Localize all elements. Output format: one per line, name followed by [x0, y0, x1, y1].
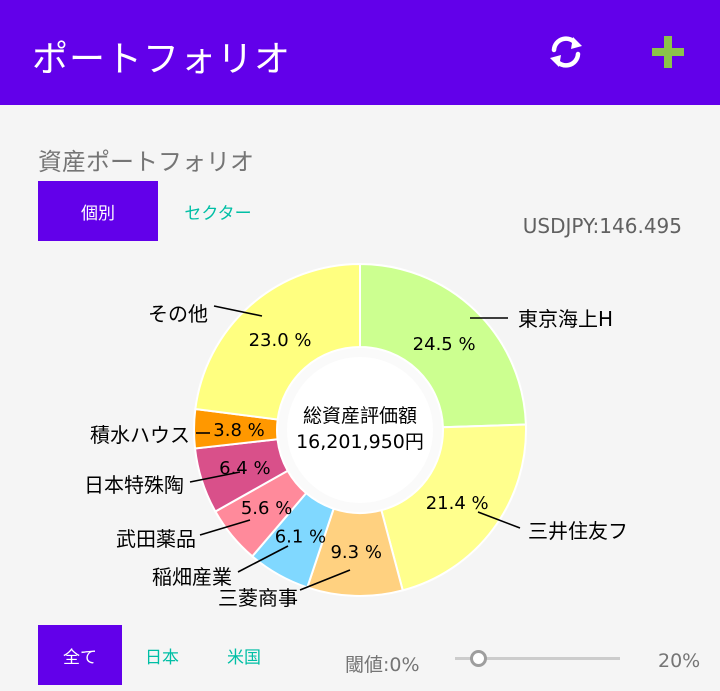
threshold-slider-thumb[interactable]: [470, 650, 487, 667]
slice-name-label: 稲畑産業: [152, 565, 232, 589]
slice-name-label: 三菱商事: [218, 586, 298, 610]
fx-rate: USDJPY:146.495: [522, 214, 682, 238]
slice-name-label: 三井住友フ: [528, 519, 628, 543]
pie-slice[interactable]: [380, 423, 527, 592]
threshold-slider-track[interactable]: [455, 657, 620, 660]
slice-value-label: 24.5 %: [413, 334, 476, 355]
slice-value-label: 9.3 %: [330, 542, 381, 563]
portfolio-donut-chart[interactable]: 総資産評価額 16,201,950円 24.5 % 東京海上H 21.4 % 三井住友…: [0, 250, 720, 610]
refresh-icon[interactable]: [546, 32, 586, 72]
filter-all[interactable]: 全て: [38, 625, 122, 685]
filter-japan[interactable]: 日本: [145, 647, 179, 668]
center-label: 総資産評価額: [303, 405, 417, 427]
tab-sector[interactable]: セクター: [184, 203, 252, 224]
slice-name-label: 積水ハウス: [90, 423, 190, 447]
leader-line: [213, 305, 263, 317]
section-title: 資産ポートフォリオ: [38, 148, 254, 176]
filter-us[interactable]: 米国: [227, 647, 261, 668]
threshold-max-label: 20%: [658, 650, 701, 672]
slice-value-label: 23.0 %: [249, 330, 312, 351]
slice-value-label: 6.1 %: [275, 526, 326, 547]
slice-value-label: 21.4 %: [426, 493, 489, 514]
slice-value-label: 5.6 %: [241, 498, 292, 519]
app-bar: ポートフォリオ: [0, 0, 720, 105]
leader-line: [477, 511, 521, 529]
slice-name-label: 日本特殊陶: [84, 473, 184, 497]
slice-value-label: 6.4 %: [219, 458, 270, 479]
leader-line: [189, 471, 241, 483]
center-value: 16,201,950円: [296, 431, 424, 453]
leader-line: [237, 545, 289, 573]
donut-hole: [287, 357, 433, 503]
leader-line: [199, 519, 251, 536]
slice-name-label: 武田薬品: [116, 527, 196, 551]
threshold-label: 閾値:0%: [345, 654, 420, 676]
slice-name-label: 東京海上H: [518, 307, 613, 331]
slice-value-label: 3.8 %: [213, 420, 264, 441]
slice-name-label: その他: [148, 302, 208, 326]
tab-individual[interactable]: 個別: [38, 181, 158, 241]
page-title: ポートフォリオ: [32, 39, 292, 80]
leader-line: [299, 569, 351, 591]
plus-icon[interactable]: [648, 32, 688, 72]
